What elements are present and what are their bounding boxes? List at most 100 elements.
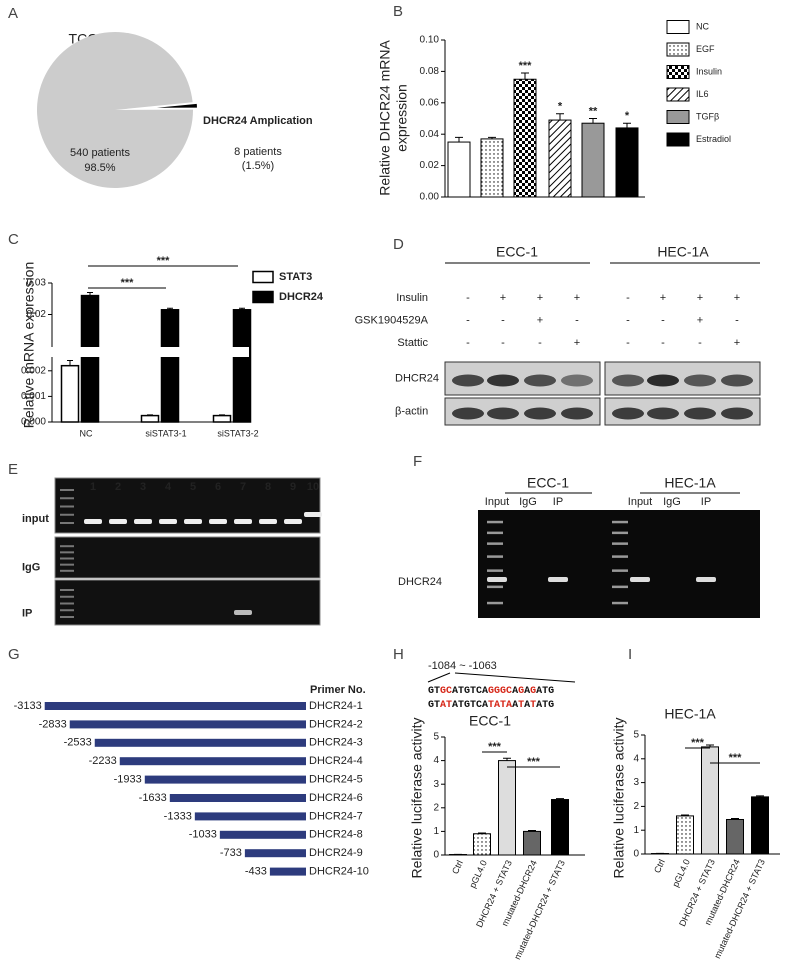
gel-band: [234, 519, 252, 524]
sequence-part: ATG: [536, 686, 554, 697]
primer-name: DHCR24-10: [309, 866, 369, 878]
blot-band: [721, 407, 753, 420]
x-tick-label: mutated-DHCR24 + STAT3: [512, 859, 567, 962]
sequence-part: G: [530, 686, 536, 697]
row-label: IP: [22, 608, 32, 620]
bar: [140, 414, 160, 423]
error-bar: [455, 136, 463, 143]
bar: [548, 119, 572, 198]
legend-swatch: [252, 270, 274, 284]
sequence-part: ATGTCA: [452, 686, 488, 697]
y-axis-label: Relative luciferase activity: [611, 717, 627, 878]
primer-name: DHCR24-9: [309, 847, 363, 859]
lane-label: Input: [485, 496, 509, 508]
ladder-band: [612, 585, 628, 589]
error-bar: [731, 818, 739, 820]
error-bar: [706, 744, 714, 747]
group-label: ECC-1: [527, 475, 569, 491]
chart-title: HEC-1A: [664, 706, 716, 722]
y-tick-label: 3: [433, 779, 439, 790]
ladder-band: [60, 563, 74, 566]
primer-name: DHCR24-4: [309, 755, 363, 767]
gel-band: [548, 577, 568, 582]
treatment-sign: -: [538, 337, 542, 349]
legend-swatch: [252, 290, 274, 304]
ladder-band: [60, 497, 74, 500]
y-tick-label: 0.08: [420, 66, 440, 77]
y-tick-label: 1: [633, 825, 639, 836]
blot-band: [524, 374, 556, 387]
x-tick-label: siSTAT3-1: [145, 428, 186, 438]
sequence-part: A: [512, 686, 518, 697]
gel: [54, 536, 321, 579]
inset-range: -1084 ~ -1063: [428, 660, 497, 672]
error-bar: [87, 291, 93, 296]
primer-bar: [169, 794, 306, 802]
y-tick-label: 0: [433, 850, 439, 861]
y-axis-label: Relative DHCR24 mRNA: [377, 40, 393, 196]
sequence-part: ATGTCA: [452, 700, 488, 711]
gel-band: [159, 519, 177, 524]
y-tick-label: 0.03: [27, 278, 47, 289]
blot-band: [647, 374, 679, 387]
treatment-sign: +: [660, 292, 666, 304]
error-bar: [478, 832, 486, 834]
lane-label: 10: [307, 481, 319, 493]
legend-label: TGFβ: [696, 111, 719, 121]
error-bar: [219, 414, 225, 416]
gel-band: [630, 577, 650, 582]
ladder-band: [487, 531, 503, 535]
blot-band: [452, 374, 484, 387]
lane-label: Input: [628, 496, 652, 508]
y-tick-label: 5: [433, 732, 439, 743]
treatment-sign: +: [734, 337, 740, 349]
primer-bar: [44, 702, 307, 710]
error-bar: [503, 757, 511, 761]
gel-band: [696, 577, 716, 582]
y-tick-label: 3: [633, 777, 639, 788]
primer-start: -1033: [189, 829, 217, 841]
blot-band: [612, 407, 644, 420]
header: Primer No.: [310, 684, 366, 696]
y-tick-label: 0.10: [420, 35, 440, 46]
sequence-part: A: [524, 686, 530, 697]
y-tick-label: 4: [633, 753, 639, 764]
x-tick-label: pGL4.0: [467, 859, 489, 890]
gel-band: [259, 519, 277, 524]
ladder-band: [60, 609, 74, 612]
primer-start: -2233: [89, 755, 117, 767]
treatment-sign: -: [698, 337, 702, 349]
bar: [498, 760, 516, 856]
primer-bar: [269, 867, 306, 876]
ladder-band: [60, 522, 74, 524]
blot-band: [684, 407, 716, 420]
pie-slice: [37, 32, 194, 189]
bar: [80, 294, 100, 423]
error-bar: [528, 829, 536, 832]
sequence-part: T: [530, 700, 536, 711]
error-bar: [488, 136, 496, 139]
ladder-band: [487, 520, 503, 524]
treatment-label: Stattic: [397, 337, 428, 349]
error-bar: [589, 118, 597, 124]
primer-start: -2833: [39, 718, 67, 730]
sequence-part: GGGC: [488, 686, 512, 697]
significance-label: ***: [729, 752, 743, 764]
ladder-band: [487, 542, 503, 545]
bar: [480, 138, 504, 198]
value-label: 98.5%: [84, 162, 115, 174]
primer-name: DHCR24-8: [309, 829, 363, 841]
bar: [473, 833, 491, 856]
legend-swatch: [666, 42, 690, 57]
annotation: *: [558, 101, 563, 113]
error-bar: [556, 113, 564, 121]
lane-label: 8: [265, 481, 271, 493]
gel-band: [304, 512, 322, 517]
treatment-sign: -: [661, 314, 665, 326]
ladder-band: [60, 551, 74, 554]
lane-label: 9: [290, 481, 296, 493]
lane-label: 5: [190, 481, 196, 493]
sequence: GTATATGTCATATAATATATG: [428, 700, 554, 711]
treatment-sign: -: [466, 337, 470, 349]
